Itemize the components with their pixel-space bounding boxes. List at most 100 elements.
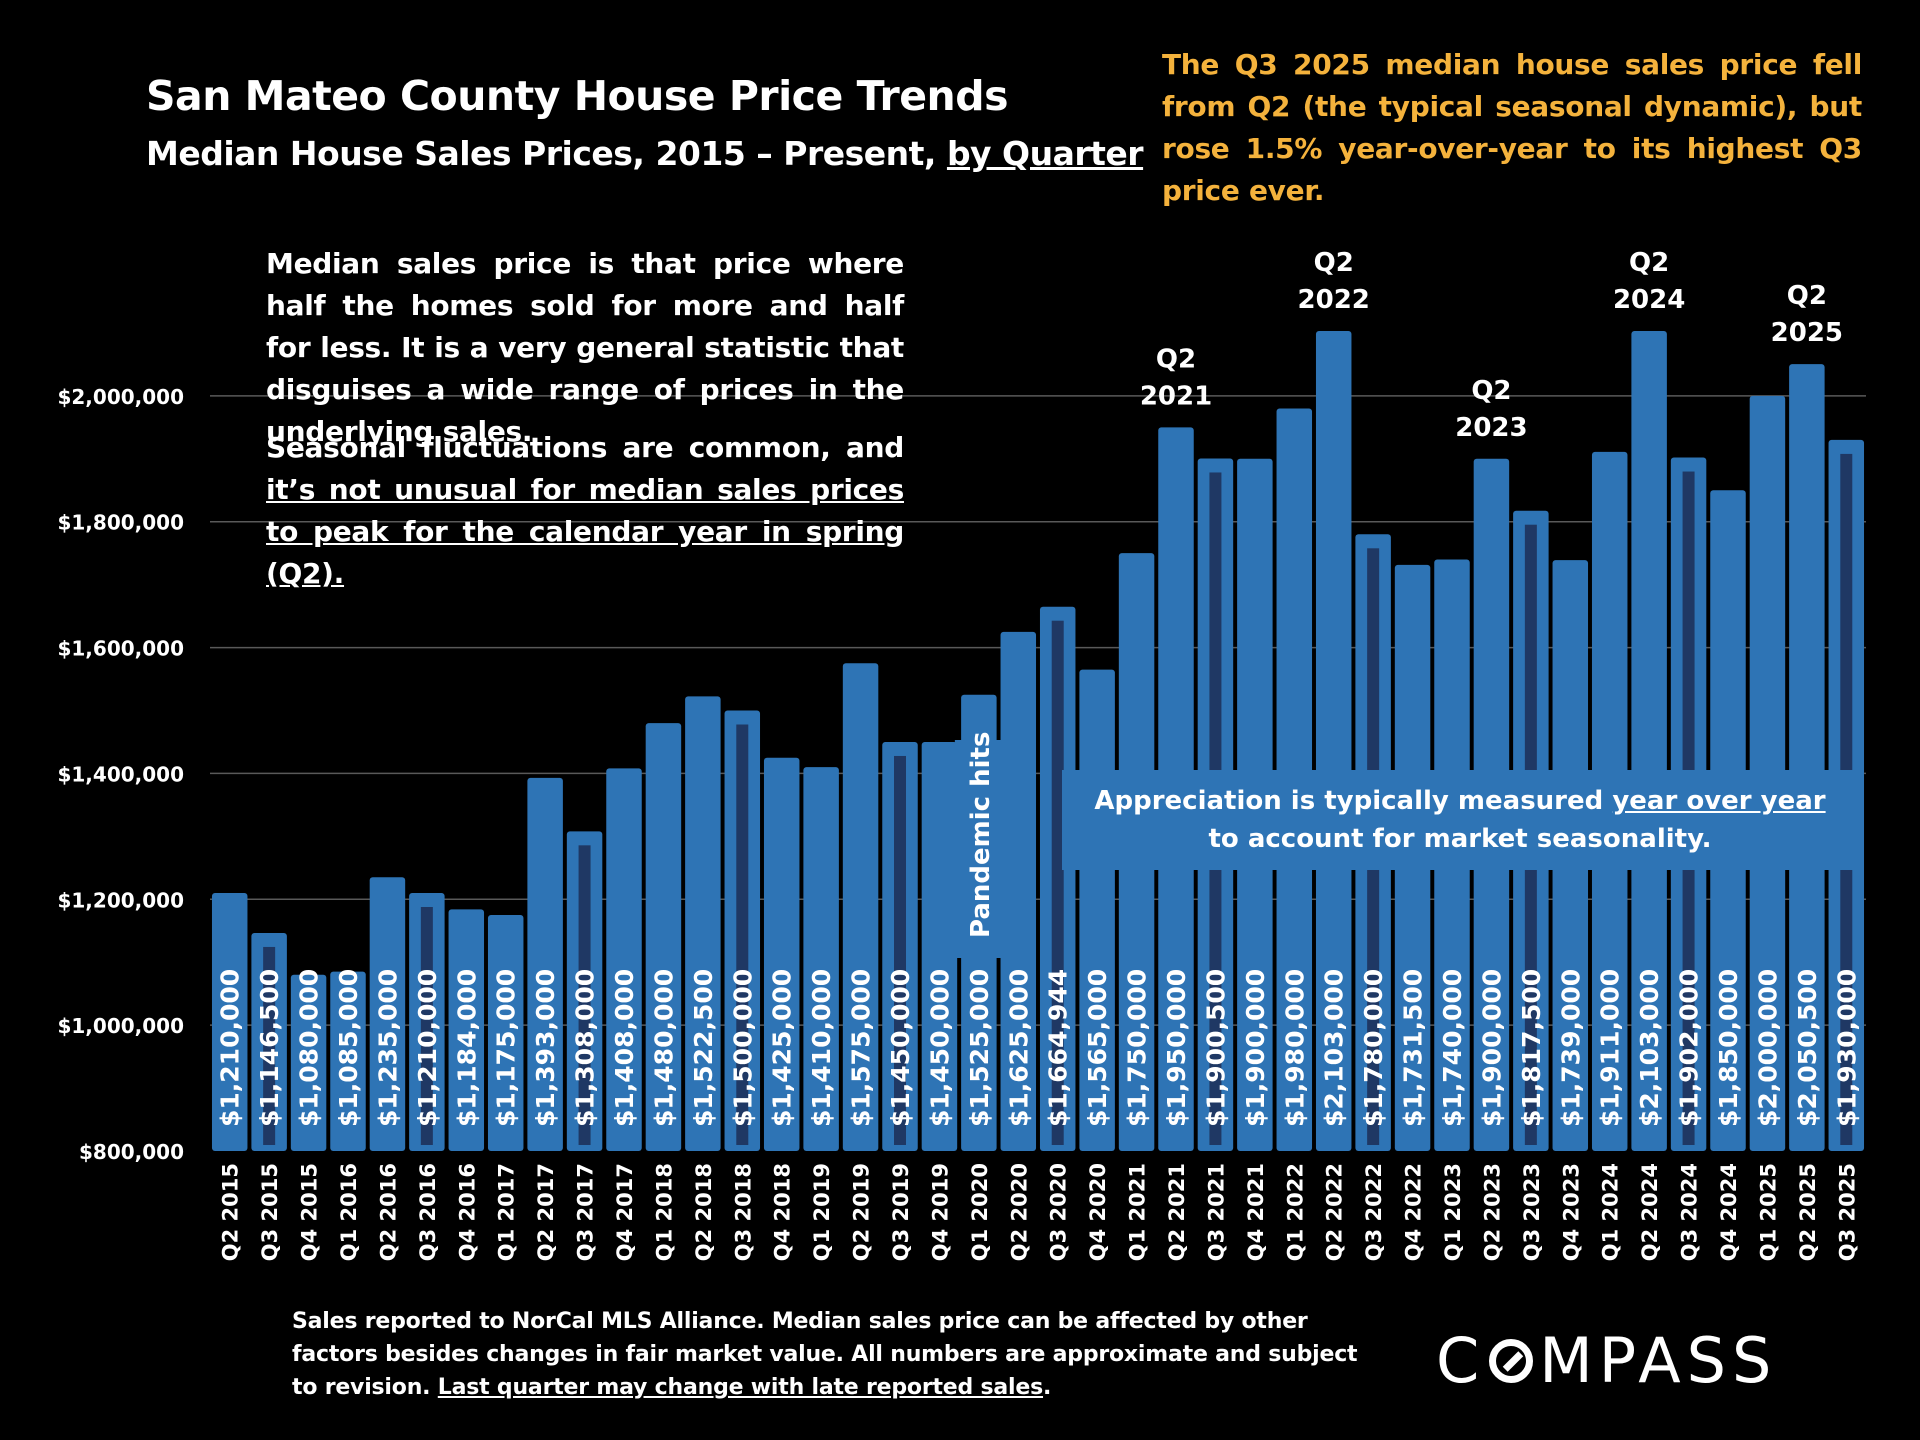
bar (1789, 364, 1825, 1151)
x-tick-label: Q4 2016 (455, 1163, 479, 1261)
x-tick-label: Q4 2015 (298, 1163, 322, 1261)
value-label: $1,900,000 (1241, 969, 1270, 1127)
bar (1000, 631, 1037, 1151)
q2-annotation-label: Q2 (1629, 248, 1669, 278)
yoy-note-line2: to account for market seasonality. (1208, 824, 1712, 854)
pandemic-annotation: Pandemic hits (954, 732, 1003, 958)
y-tick-label: $2,000,000 (57, 385, 184, 409)
bar (527, 777, 563, 1151)
q3-marker (736, 724, 749, 1145)
value-label: $1,911,000 (1596, 969, 1625, 1127)
value-label: $1,900,000 (1477, 969, 1506, 1127)
footnote-period: . (1043, 1375, 1052, 1400)
bar (487, 915, 524, 1151)
yoy-note-text: Appreciation is typically measured (1094, 786, 1604, 816)
q2-annotation-label: Q2 (1314, 248, 1354, 278)
pandemic-note: Pandemic hits (966, 732, 996, 938)
value-label: $1,210,000 (413, 969, 442, 1127)
value-label: $1,575,000 (847, 969, 876, 1127)
bar (1631, 331, 1667, 1151)
y-tick-label: $1,400,000 (57, 762, 184, 786)
x-tick-label: Q2 2023 (1480, 1163, 1504, 1261)
value-label: $1,425,000 (768, 969, 797, 1127)
gridlines (210, 395, 1866, 1026)
value-label: $1,930,000 (1832, 969, 1861, 1127)
x-tick-label: Q2 2022 (1323, 1163, 1347, 1261)
x-tick-label: Q4 2017 (613, 1163, 637, 1261)
x-tick-label: Q1 2018 (652, 1163, 676, 1261)
value-label: $1,393,000 (531, 969, 560, 1127)
value-label: $1,900,500 (1201, 969, 1230, 1127)
value-label: $2,050,500 (1793, 969, 1822, 1127)
x-tick-label: Q2 2019 (850, 1163, 874, 1261)
x-tick-label: Q1 2016 (337, 1163, 361, 1261)
value-label: $1,902,000 (1675, 969, 1704, 1127)
footnote-underlined: Last quarter may change with late report… (437, 1375, 1044, 1400)
x-tick-label: Q3 2019 (889, 1163, 913, 1261)
value-label: $2,000,000 (1753, 969, 1782, 1127)
x-tick-label: Q4 2022 (1402, 1163, 1426, 1261)
bar (803, 767, 839, 1151)
x-tick-label: Q1 2024 (1599, 1163, 1623, 1261)
q2-annotation-year: 2022 (1298, 285, 1370, 315)
x-tick-label: Q4 2019 (928, 1163, 952, 1261)
median-definition-note: Median sales price is that price where h… (266, 247, 904, 448)
y-tick-label: $800,000 (79, 1140, 184, 1164)
value-label: $1,565,000 (1083, 969, 1112, 1127)
x-tick-label: Q1 2023 (1441, 1163, 1465, 1261)
bar (290, 974, 327, 1151)
x-tick-label: Q1 2020 (968, 1163, 992, 1261)
y-tick-label: $1,000,000 (57, 1014, 184, 1038)
value-label: $1,146,500 (255, 969, 284, 1127)
seasonal-note-underlined: it’s not unusual for median sales prices… (266, 473, 904, 590)
y-tick-label: $1,800,000 (57, 511, 184, 535)
value-label: $2,103,000 (1635, 969, 1664, 1127)
x-tick-label: Q3 2018 (731, 1163, 755, 1261)
x-tick-label: Q2 2021 (1165, 1163, 1189, 1261)
x-tick-label: Q3 2016 (416, 1163, 440, 1261)
logo-ring-icon (1489, 1338, 1534, 1383)
x-tick-label: Q2 2015 (219, 1163, 243, 1261)
seasonal-note-text: Seasonal fluctuations are common, and (266, 431, 904, 464)
x-tick-label: Q1 2019 (810, 1163, 834, 1261)
subtitle-underlined: by Quarter (946, 134, 1144, 173)
value-label: $1,664,944 (1044, 969, 1073, 1127)
value-label: $1,525,000 (965, 969, 994, 1127)
x-tick-label: Q2 2020 (1007, 1163, 1031, 1261)
pandemic-note-box (954, 740, 1003, 958)
yoy-note-box: Appreciation is typically measured year … (1062, 770, 1858, 870)
x-tick-label: Q3 2023 (1520, 1163, 1544, 1261)
y-axis-labels: $800,000 $1,000,000 $1,200,000 $1,400,000 $1… (57, 385, 184, 1164)
q3-marker (578, 845, 591, 1145)
value-label: $1,210,000 (216, 969, 245, 1127)
x-tick-label: Q2 2024 (1638, 1163, 1662, 1261)
value-label: $1,308,000 (571, 969, 600, 1127)
logo-text-left: C (1436, 1324, 1486, 1397)
value-label: $1,080,000 (295, 969, 324, 1127)
value-labels: $1,210,000 $1,146,500 $1,080,000 $1,085,000… (216, 969, 1862, 1127)
compass-logo: C MPASS (1436, 1324, 1777, 1397)
value-label: $1,408,000 (610, 969, 639, 1127)
bar (211, 892, 248, 1151)
q2-annotation-label: Q2 (1787, 281, 1827, 311)
x-tick-label: Q4 2024 (1717, 1163, 1741, 1261)
value-label: $1,522,500 (689, 969, 718, 1127)
x-tick-label: Q2 2017 (534, 1163, 558, 1261)
value-label: $1,480,000 (649, 969, 678, 1127)
logo-text-right: MPASS (1539, 1324, 1778, 1397)
x-tick-label: Q4 2018 (771, 1163, 795, 1261)
bar (606, 768, 642, 1151)
bar (842, 663, 879, 1151)
value-label: $1,450,000 (886, 969, 915, 1127)
q2-annotation-year: 2023 (1455, 413, 1527, 443)
footnote-text: Sales reported to NorCal MLS Alliance. M… (292, 1309, 1358, 1400)
x-tick-label: Q3 2024 (1678, 1163, 1702, 1261)
q2-annotation-year: 2025 (1771, 318, 1843, 348)
q2-annotation-label: Q2 (1156, 344, 1196, 374)
value-label: $1,731,500 (1399, 969, 1428, 1127)
bar (369, 877, 406, 1151)
value-label: $1,175,000 (492, 969, 521, 1127)
seasonal-note: Seasonal fluctuations are common, and it… (266, 427, 904, 595)
x-tick-label: Q3 2015 (258, 1163, 282, 1261)
